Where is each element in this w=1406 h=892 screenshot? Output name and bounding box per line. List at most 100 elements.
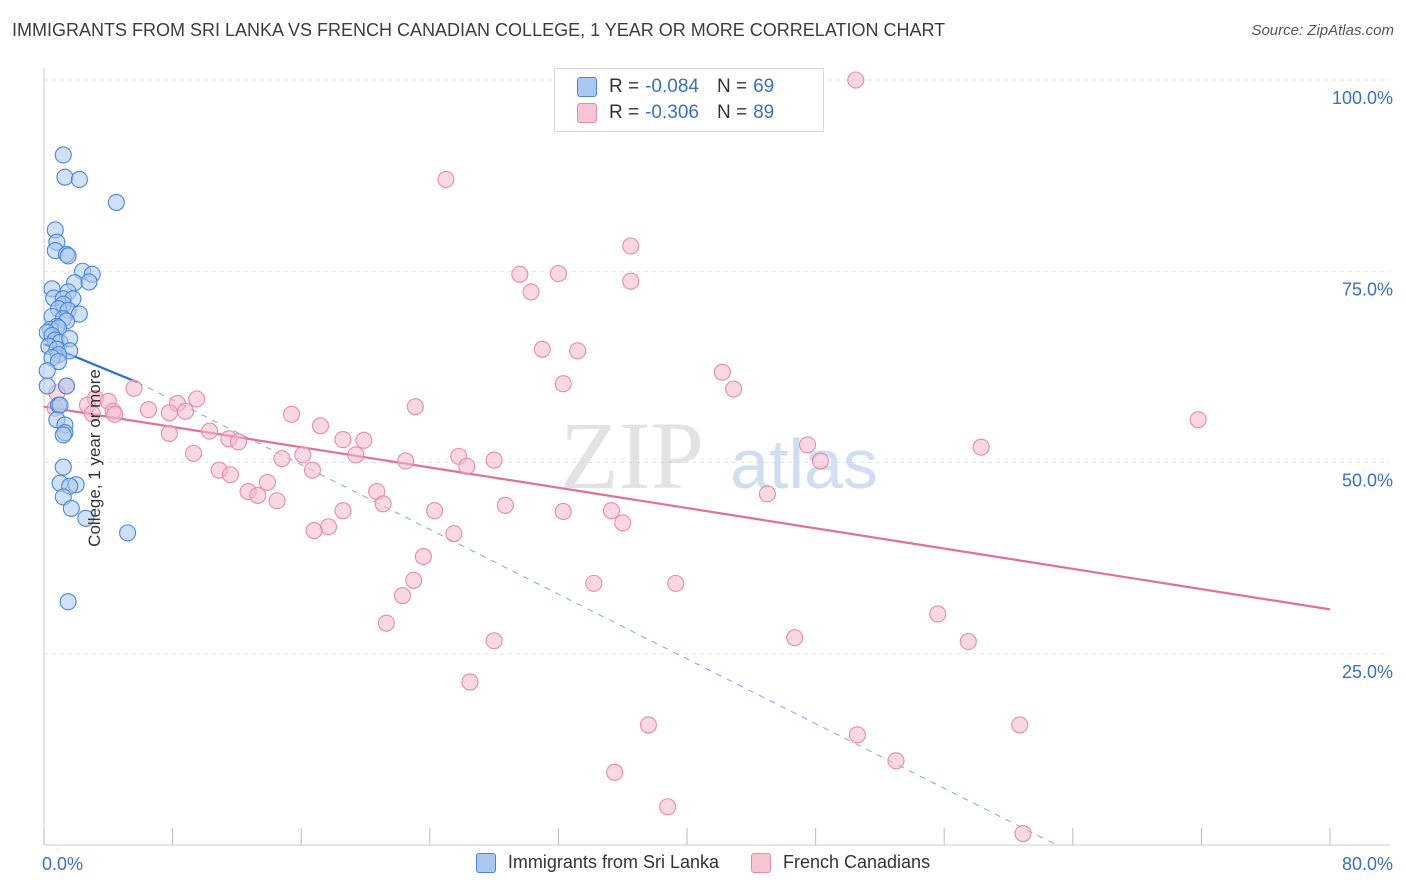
french-canadian-point [437,170,455,188]
series-name: Immigrants from Sri Lanka [507,852,719,872]
french-canadian-point [273,450,291,468]
french-canadian-point [847,71,865,89]
french-canadian-point [188,390,206,408]
french-canadian-point [303,461,322,479]
french-canadian-point [294,446,312,464]
french-canadian-point [799,436,817,454]
french-canadian-point [405,571,423,589]
sri-lanka-point [54,426,72,444]
french-canadian-point [106,405,124,423]
french-canadian-point [334,502,352,520]
data-points [38,71,1207,843]
french-canadian-point [201,422,219,440]
series-swatch-blue [475,852,496,873]
french-canadian-point [959,632,977,651]
french-canadian-point [811,452,829,470]
series-legend-item-sri-lanka[interactable]: Immigrants from Sri Lanka [475,852,719,873]
french-canadian-point [887,752,905,770]
french-canadian-point [1189,411,1207,429]
french-canadian-point [758,485,776,503]
french-canadian-point [585,574,603,592]
legend-row-french-canadians: R = -0.306 N = 89 [577,100,792,126]
french-canadian-point [496,496,514,514]
french-canadian-point [725,380,743,398]
y-tick-label: 25.0% [1342,662,1393,682]
french-canadian-point [374,495,392,513]
french-canadian-point [176,402,195,420]
french-canadian-point [334,430,352,449]
y-tick-label: 100.0% [1332,88,1393,108]
sri-lanka-point [51,396,69,414]
axes [43,68,1390,846]
legend-n-value: 89 [753,102,775,123]
french-canadian-point [622,272,640,290]
chart-title: IMMIGRANTS FROM SRI LANKA VS FRENCH CANA… [12,20,946,40]
french-canadian-point [485,451,503,469]
french-canadian-point [614,514,632,532]
legend-r-label: R = [609,102,640,123]
sri-lanka-point [49,352,68,371]
legend-row-sri-lanka: R = -0.084 N = 69 [577,74,792,100]
french-canadian-point [258,473,276,491]
french-canadian-trend-line [43,405,1331,611]
french-canadian-point [461,673,479,691]
french-canadian-point [311,417,330,435]
grid-lines [44,79,1390,655]
french-canadian-point [606,763,624,781]
french-canadian-point [319,518,338,536]
sri-lanka-point [38,362,56,380]
french-canadian-point [622,237,640,255]
sri-lanka-point [62,499,80,517]
tick-labels: 25.0% 50.0% 75.0% 100.0% 0.0% 80.0% [42,88,1393,874]
sri-lanka-point [119,524,137,542]
french-canadian-point [426,502,444,520]
sri-lanka-point [38,377,56,395]
x-tick-label: 0.0% [42,854,83,874]
legend-swatch-blue [577,77,597,97]
french-canadian-point [305,522,323,540]
french-canadian-point [1014,824,1032,843]
series-legend-item-french-canadians[interactable]: French Canadians [750,852,931,873]
french-canadian-point [445,525,463,543]
french-canadian-point [602,502,620,520]
french-canadian-point [554,375,572,393]
x-tick-label: 80.0% [1342,854,1393,874]
french-canadian-point [283,405,301,423]
y-tick-label: 75.0% [1342,279,1393,299]
french-canadian-point [972,438,990,456]
french-canadian-point [549,264,567,283]
french-canadian-point [160,404,178,422]
french-canadian-point [414,548,432,566]
french-canadian-point [83,404,101,423]
french-canadian-point [125,379,143,397]
sri-lanka-point [77,509,95,527]
french-canadian-point [639,716,657,734]
legend-swatch-pink [577,103,597,123]
sri-lanka-point [80,273,98,291]
french-canadian-point [139,401,158,419]
french-canadian-point [406,398,424,416]
watermark: ZIP atlas [560,402,878,509]
legend-n-value: 69 [753,76,775,97]
legend-r-value: -0.084 [645,76,699,97]
french-canadian-point [377,614,395,632]
series-name: French Canadians [782,852,931,872]
french-canadian-point [554,502,572,521]
french-canadian-point [1011,716,1029,734]
french-canadian-point [221,466,240,484]
french-canadian-point [929,605,947,623]
sri-lanka-point [57,377,76,395]
french-canadian-point [393,587,412,605]
watermark-zip: ZIP [560,402,704,509]
legend-r-value: -0.306 [645,102,699,123]
y-tick-label: 50.0% [1342,471,1393,491]
french-canadian-point [522,283,540,301]
french-canadian-point [667,574,685,592]
french-canadian-point [848,726,866,744]
series-legend: Immigrants from Sri Lanka French Canadia… [0,852,1406,873]
sri-lanka-point [59,593,77,611]
french-canadian-point [229,433,248,451]
legend-r-label: R = [609,76,640,97]
legend-n-label: N = [716,102,748,123]
